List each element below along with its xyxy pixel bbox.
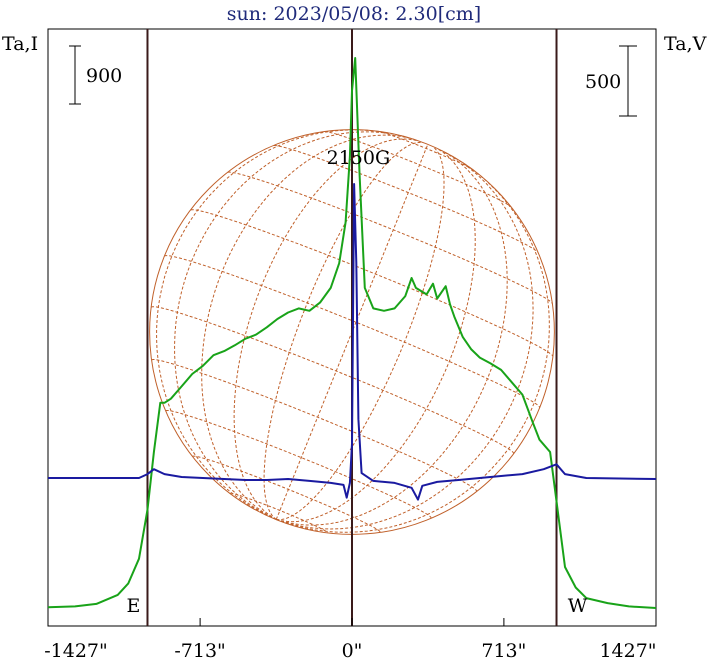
longitude-grid-line [276,146,445,521]
right-axis-label: Ta,V [664,33,707,55]
longitude-grid-line [276,151,534,530]
latitude-grid-line [165,410,432,519]
right-scale-bar: 500 [585,45,637,117]
x-tick-label: 1427" [599,640,656,662]
longitude-grid-line [174,131,411,520]
left-axis-label: Ta,I [2,33,38,55]
longitude-grid-line [275,144,429,520]
x-tick-label: 713" [481,640,526,662]
x-tick-label: -713" [174,640,225,662]
right-scale-bar-label: 500 [585,71,621,93]
x-axis-ticks: -1427" -713" 0" 713" 1427" [44,618,657,662]
longitude-grid-line [233,138,418,520]
longitude-grid-line [156,129,389,520]
active-region-annotation: 2150G [327,147,391,169]
x-tick-label: 0" [342,640,363,662]
longitude-grid-line [276,148,476,523]
longitude-grid-line [276,150,508,526]
longitude-grid-line [201,134,414,520]
solar-disk-grid [149,129,555,535]
west-limb-label: W [568,595,588,617]
series-lines [47,57,657,609]
intensity-series-line [47,57,657,609]
latitude-grid-line [190,209,554,357]
left-scale-bar: 900 [69,45,122,105]
polarization-series-line [48,183,657,501]
longitude-grid-line [276,162,550,533]
latitude-grid-line [227,171,553,304]
east-limb-label: E [127,595,141,617]
x-tick-label: -1427" [44,640,108,662]
longitude-grid-line [263,141,423,520]
left-scale-bar-label: 900 [86,65,122,87]
chart-title: sun: 2023/05/08: 2.30[cm] [227,3,481,25]
